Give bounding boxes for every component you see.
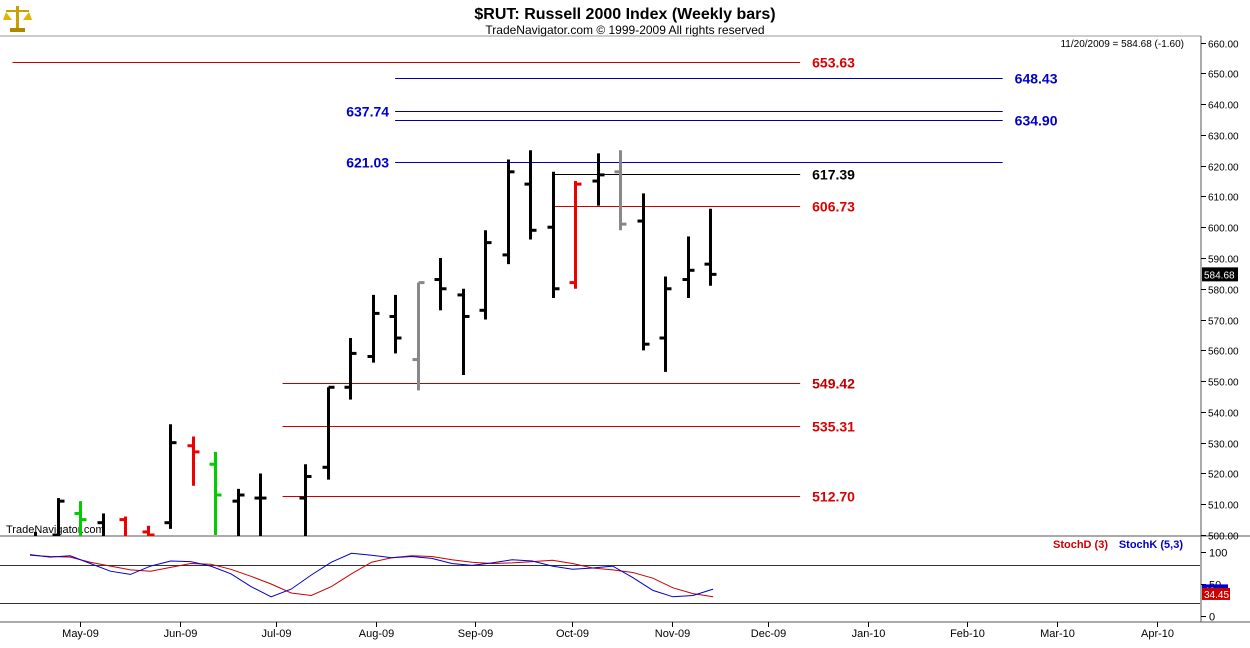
y-tick-label-13: 630.00 xyxy=(1208,132,1239,143)
ohlc-bar-4 xyxy=(119,516,127,536)
x-tick-label-3: Aug-09 xyxy=(359,628,394,640)
ohlc-bar-19 xyxy=(457,288,470,375)
y-tick-label-4: 540.00 xyxy=(1208,409,1239,420)
ohlc-bar-30 xyxy=(704,208,717,286)
x-tick-label-6: Nov-09 xyxy=(655,628,690,640)
x-tick-label-2: Jul-09 xyxy=(262,628,292,640)
x-tick-label-1: Jun-09 xyxy=(164,628,198,640)
level-label-4: 621.03 xyxy=(346,155,389,171)
ohlc-bar-26 xyxy=(614,150,627,231)
ohlc-bar-27 xyxy=(637,193,650,351)
y-tick-label-5: 550.00 xyxy=(1208,378,1239,389)
ohlc-bar-25 xyxy=(592,153,605,206)
stoch-y-tick-label-0: 0 xyxy=(1209,612,1215,624)
price-axis: 500.00 510.00 520.00 530.00 540.00 550.00 560.… xyxy=(1201,40,1239,543)
stoch-series-line-1 xyxy=(29,552,714,598)
y-tick-label-3: 530.00 xyxy=(1208,440,1239,451)
ohlc-bar-18 xyxy=(434,257,447,311)
level-label-2: 637.74 xyxy=(346,104,389,120)
y-tick-label-2: 520.00 xyxy=(1208,470,1239,481)
scales-logo-icon xyxy=(3,6,32,32)
stochd-last-label: 34.45 xyxy=(1204,590,1229,601)
x-tick-label-4: Sep-09 xyxy=(458,628,493,640)
stoch-y-tick-label-2: 100 xyxy=(1209,548,1227,560)
ohlc-bar-20 xyxy=(479,230,492,320)
ohlc-bar-6 xyxy=(164,424,177,529)
ohlc-bar-7 xyxy=(187,436,200,486)
y-tick-label-6: 560.00 xyxy=(1208,347,1239,358)
x-tick-label-9: Feb-10 xyxy=(950,628,985,640)
y-tick-label-12: 620.00 xyxy=(1208,163,1239,174)
ohlc-bars xyxy=(34,150,717,536)
level-label-0: 653.63 xyxy=(812,55,855,71)
ohlc-bar-12 xyxy=(299,464,312,536)
chart-title: $RUT: Russell 2000 Index (Weekly bars) xyxy=(474,6,775,23)
ohlc-bar-24 xyxy=(569,181,582,289)
ohlc-bar-13 xyxy=(322,385,335,480)
level-label-5: 617.39 xyxy=(812,167,855,183)
legend-stochd: StochD (3) xyxy=(1053,539,1108,551)
ohlc-bar-29 xyxy=(682,236,695,299)
ohlc-bar-16 xyxy=(389,294,402,354)
ohlc-bar-15 xyxy=(367,294,380,363)
price-levels: 653.63 648.43 637.74 634.90 621.03 617.39 606.… xyxy=(12,55,1058,505)
ohlc-bar-10 xyxy=(254,473,267,536)
level-label-6: 606.73 xyxy=(812,199,855,215)
ohlc-bar-14 xyxy=(344,338,357,400)
ohlc-bar-9 xyxy=(232,488,245,536)
chart-subtitle: TradeNavigator.com © 1999-2009 All right… xyxy=(485,23,764,37)
y-tick-label-0: 500.00 xyxy=(1208,532,1239,543)
level-label-1: 648.43 xyxy=(1015,71,1058,87)
ohlc-bar-2 xyxy=(74,501,87,536)
stoch-series-line-0 xyxy=(29,554,714,598)
level-label-7: 549.42 xyxy=(812,376,855,392)
x-tick-label-0: May-09 xyxy=(62,628,99,640)
x-tick-label-11: Apr-10 xyxy=(1141,628,1174,640)
y-tick-label-9: 590.00 xyxy=(1208,255,1239,266)
ohlc-bar-22 xyxy=(524,150,537,240)
x-tick-label-5: Oct-09 xyxy=(556,628,589,640)
level-label-8: 535.31 xyxy=(812,419,855,435)
legend-stochk: StochK (5,3) xyxy=(1119,539,1184,551)
ohlc-bar-28 xyxy=(659,276,672,372)
ohlc-bar-5 xyxy=(142,525,155,536)
ohlc-bar-17 xyxy=(412,281,425,391)
y-tick-label-10: 600.00 xyxy=(1208,224,1239,235)
ohlc-bar-1 xyxy=(52,498,65,536)
ohlc-bar-8 xyxy=(209,451,222,535)
stochd-last-box xyxy=(1202,587,1230,600)
last-price-label: 584.68 xyxy=(1204,270,1235,281)
level-label-9: 512.70 xyxy=(812,489,855,505)
ohlc-bar-23 xyxy=(547,171,560,299)
last-bar-info: 11/20/2009 = 584.68 (-1.60) xyxy=(1060,39,1184,50)
x-tick-label-8: Jan-10 xyxy=(852,628,886,640)
level-label-3: 634.90 xyxy=(1015,113,1058,129)
x-tick-label-7: Dec-09 xyxy=(751,628,786,640)
y-tick-label-8: 580.00 xyxy=(1208,286,1239,297)
time-axis: May-09 Jun-09 Jul-09 Aug-09 Sep-09 Oct-09 Nov-… xyxy=(62,622,1174,640)
y-tick-label-16: 660.00 xyxy=(1208,40,1239,51)
stochastic-pane: StochD (3)StochK (5,3)0501004034.45 xyxy=(0,539,1230,624)
ohlc-bar-3 xyxy=(97,513,105,536)
y-tick-label-7: 570.00 xyxy=(1208,317,1239,328)
y-tick-label-11: 610.00 xyxy=(1208,193,1239,204)
last-price-box xyxy=(1202,267,1238,282)
x-tick-label-10: Mar-10 xyxy=(1040,628,1075,640)
y-tick-label-1: 510.00 xyxy=(1208,501,1239,512)
ohlc-bar-21 xyxy=(502,159,515,265)
y-tick-label-15: 650.00 xyxy=(1208,70,1239,81)
y-tick-label-14: 640.00 xyxy=(1208,101,1239,112)
